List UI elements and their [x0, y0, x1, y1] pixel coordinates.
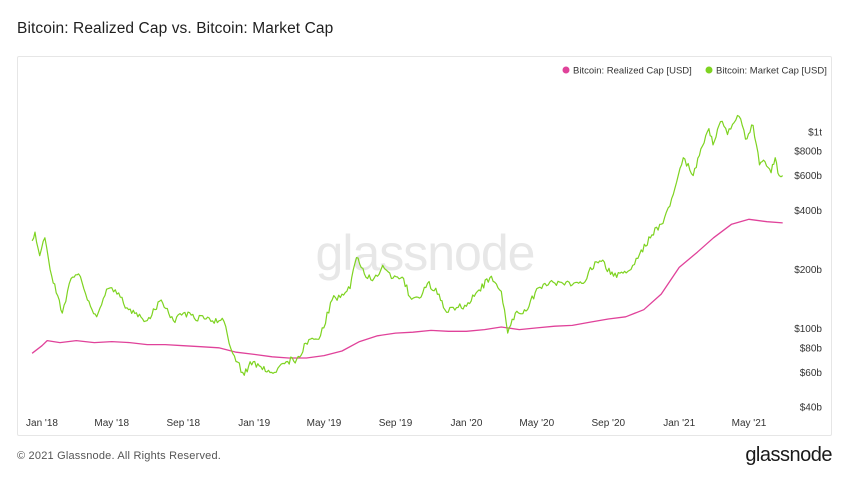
chart-title: Bitcoin: Realized Cap vs. Bitcoin: Marke… [17, 20, 334, 37]
copyright-text: © 2021 Glassnode. All Rights Reserved. [17, 450, 222, 462]
y-tick-label: $800b [794, 147, 822, 158]
legend-marker-market [705, 66, 713, 74]
x-tick-label: May '20 [519, 418, 554, 429]
x-tick-label: Jan '18 [26, 418, 58, 429]
legend-item-market[interactable]: Bitcoin: Market Cap [USD] [705, 66, 827, 77]
legend: Bitcoin: Realized Cap [USD] Bitcoin: Mar… [562, 66, 827, 77]
plot-area [31, 114, 784, 376]
y-tick-label: $100b [794, 324, 822, 335]
x-tick-label: May '18 [94, 418, 129, 429]
x-tick-label: Sep '19 [379, 418, 413, 429]
x-tick-label: Sep '18 [166, 418, 200, 429]
x-tick-label: Jan '21 [663, 418, 695, 429]
x-tick-label: May '21 [732, 418, 767, 429]
x-tick-label: Jan '20 [450, 418, 482, 429]
legend-item-realized[interactable]: Bitcoin: Realized Cap [USD] [562, 66, 692, 77]
y-tick-label: $400b [794, 206, 822, 217]
chart-frame [17, 56, 832, 436]
y-tick-label: $60b [800, 368, 823, 379]
legend-label-realized: Bitcoin: Realized Cap [USD] [573, 66, 692, 77]
market-cap-line[interactable] [31, 114, 784, 376]
y-tick-label: $600b [794, 171, 822, 182]
x-axis: Jan '18 May '18 Sep '18 Jan '19 May '19 Sep '… [26, 418, 767, 429]
realized-cap-line[interactable] [31, 218, 783, 359]
legend-label-market: Bitcoin: Market Cap [USD] [716, 66, 827, 77]
y-tick-label: $40b [800, 403, 823, 414]
y-tick-label: $80b [800, 343, 823, 354]
legend-marker-realized [562, 66, 570, 74]
glassnode-logo[interactable]: glassnode [745, 444, 832, 466]
x-tick-label: May '19 [307, 418, 342, 429]
x-tick-label: Jan '19 [238, 418, 270, 429]
y-tick-label: $1t [808, 128, 822, 139]
y-axis: $40b $60b $80b $100b $200b $400b $600b $800b $1t [794, 128, 822, 414]
watermark: glassnode [316, 225, 535, 281]
x-tick-label: Sep '20 [591, 418, 625, 429]
y-tick-label: $200b [794, 265, 822, 276]
